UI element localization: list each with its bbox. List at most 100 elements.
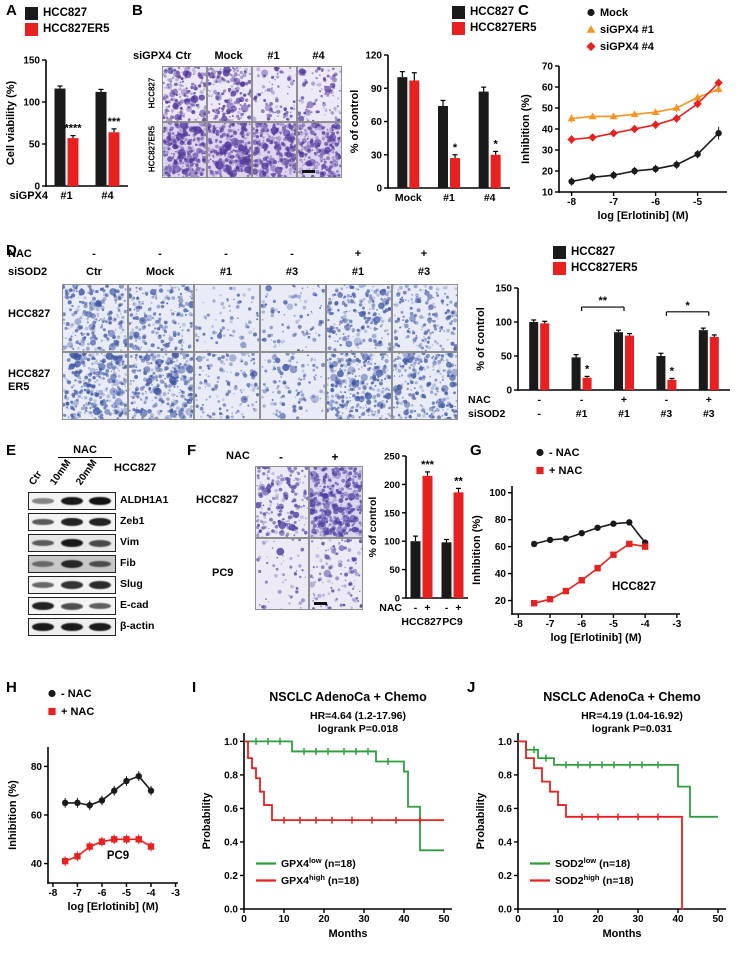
cell-stain-image <box>327 353 391 419</box>
marker-square <box>123 836 130 843</box>
cell-stain-image <box>208 67 251 121</box>
blot-band <box>32 539 54 547</box>
significance-stars: * <box>585 363 590 375</box>
bar <box>529 322 539 390</box>
logrank-text: logrank P=0.018 <box>318 723 398 735</box>
panel-a-label: A <box>6 2 17 19</box>
panel-g-label: G <box>470 442 482 459</box>
y-tick-label: 150 <box>23 56 40 67</box>
blot-label: β-actin <box>120 620 155 632</box>
y-tick-label: 50 <box>501 352 513 363</box>
significance-stars: * <box>453 142 458 154</box>
y-tick-label: 0.4 <box>498 837 512 848</box>
x-tick-label: -8 <box>48 888 57 899</box>
column-header: #1 <box>267 50 280 62</box>
y-axis-title: Inhibition (%) <box>520 94 532 164</box>
x-tick-label: 20 <box>318 914 330 925</box>
transwell-image <box>260 284 326 352</box>
panel-i-km-chart: 0.0 0.2 0.4 0.6 0.8 1.0 0 10 20 30 40 50 Probability… <box>201 690 452 940</box>
blot-band <box>89 496 111 506</box>
bar <box>698 330 708 390</box>
blot-label: Zeb1 <box>120 515 145 527</box>
x-tick-label: -5 <box>609 619 618 630</box>
panel-c-line-chart: 10 20 30 40 50 60 70 -8 -7 -6 -5 Inhibition (%) log … <box>520 7 727 222</box>
blot-strip <box>28 576 116 594</box>
panel-h-line-chart: 40 60 80 -8 -7 -6 -5 -4 -3 Inhibition (%) log [Erl… <box>7 688 180 913</box>
x-tick-label: 40 <box>398 914 410 925</box>
cell-stain-image <box>310 539 362 609</box>
marker-circle <box>135 772 142 780</box>
xrow-label: siSOD2 <box>468 408 506 420</box>
bar <box>656 356 666 390</box>
xrow-label: NAC <box>468 394 491 406</box>
transwell-image <box>392 284 458 352</box>
cell-stain-image <box>208 123 251 177</box>
blot-band <box>61 622 83 632</box>
marker-diamond <box>630 124 639 134</box>
y-tick-label: 250 <box>384 452 400 463</box>
bar <box>108 132 120 186</box>
marker-circle <box>530 540 538 548</box>
significance-stars: ** <box>599 295 608 307</box>
x-tick-label: -7 <box>73 888 82 899</box>
transwell-image <box>297 122 342 178</box>
hr-text: HR=4.19 (1.04-16.92) <box>581 710 683 722</box>
x-tick-label: -5 <box>693 197 702 208</box>
legend-label: SOD2low (n=18) <box>555 856 630 870</box>
y-tick-label: 0.6 <box>498 804 512 815</box>
marker-circle <box>123 777 130 785</box>
cell-stain-image <box>163 67 206 121</box>
marker-triangle <box>672 104 681 111</box>
y-tick-label: 1.0 <box>224 737 238 748</box>
y-tick-label: 40 <box>542 125 554 136</box>
x-prefix-label: siGPX4 <box>9 190 48 202</box>
row-label: PC9 <box>212 567 234 579</box>
legend-label: HCC827 <box>470 6 515 18</box>
significance-stars: *** <box>421 459 435 471</box>
blot-band <box>89 622 111 632</box>
bar <box>614 332 623 390</box>
significance-stars: * <box>494 138 499 150</box>
y-tick-label: 10 <box>542 188 554 199</box>
km-curve <box>244 740 444 822</box>
xrow-label: NAC <box>379 602 402 614</box>
marker-square <box>135 836 142 843</box>
sisod2-value: Ctr <box>86 266 102 278</box>
marker-circle <box>594 524 601 531</box>
cell-stain-image <box>63 353 127 419</box>
legend-label: GPX4low (n=18) <box>281 856 356 870</box>
x-axis-title: Months <box>602 928 641 940</box>
panel-d-legend: HCC827 HCC827ER5 <box>553 246 637 275</box>
transwell-image <box>326 284 392 352</box>
y-tick-label: 60 <box>495 542 507 553</box>
cell-stain-image <box>256 467 308 537</box>
blot-band <box>32 561 54 567</box>
nac-value: + <box>354 248 362 260</box>
blot-band <box>89 517 111 527</box>
marker-square <box>546 595 554 603</box>
bar <box>95 91 107 186</box>
marker-circle <box>715 130 722 137</box>
x-tick-label: -6 <box>651 197 660 208</box>
cell-stain-image <box>256 539 308 609</box>
legend-label: SOD2high (n=18) <box>555 873 634 887</box>
hr-text: HR=4.64 (1.2-17.96) <box>310 710 406 722</box>
y-tick-label: 80 <box>31 762 43 773</box>
significance-stars: **** <box>64 123 82 135</box>
nac-value: - <box>224 248 228 260</box>
x-category-label: #4 <box>484 192 496 204</box>
blot-band <box>89 602 111 610</box>
marker-square <box>594 564 601 572</box>
row-label: HCC827ER5 <box>147 125 157 173</box>
x-tick-label: 30 <box>358 914 370 925</box>
marker-square <box>48 707 56 716</box>
nac-value: + <box>420 248 428 260</box>
x-category-label: #1 <box>443 192 455 204</box>
y-tick-label: 30 <box>542 146 554 157</box>
marker-circle <box>568 178 575 185</box>
lane-label: 20mM <box>74 457 100 488</box>
x-tick-label: 10 <box>278 914 290 925</box>
significance-stars: ** <box>454 475 463 487</box>
column-header: Ctr <box>175 50 192 62</box>
